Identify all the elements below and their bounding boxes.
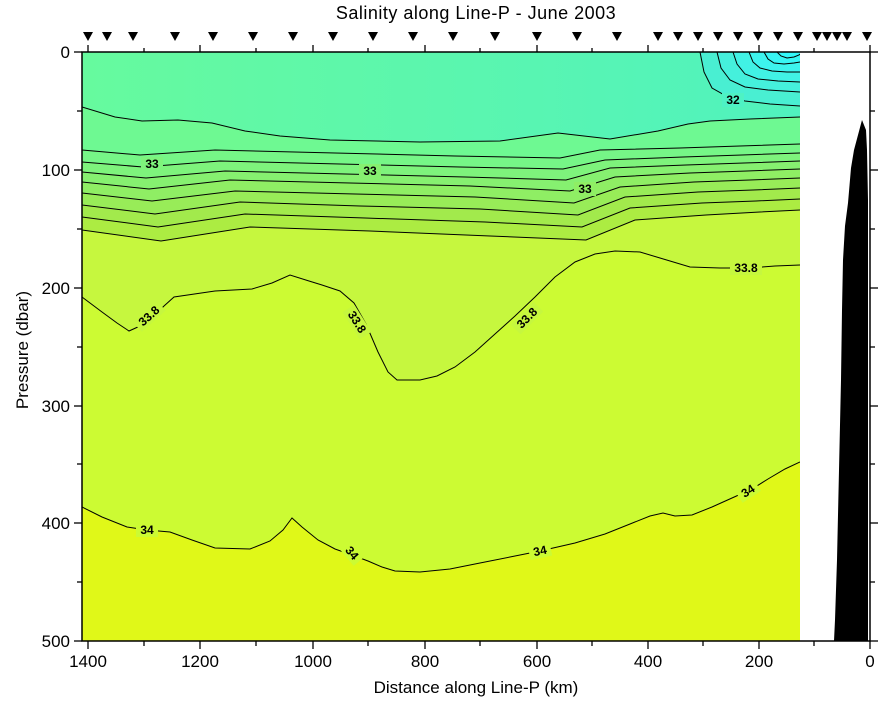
contour-line — [82, 143, 800, 159]
svg-text:33.8: 33.8 — [734, 261, 758, 275]
contour-line — [82, 106, 800, 143]
contour-label: 33.8 — [730, 261, 762, 275]
station-marker-icon — [812, 32, 822, 41]
station-marker-icon — [83, 32, 93, 41]
contour-label: 34 — [734, 479, 762, 503]
contour-line — [82, 177, 800, 204]
station-marker-icon — [713, 32, 723, 41]
contour-label: 33 — [141, 157, 163, 171]
station-marker-icon — [673, 32, 683, 41]
station-marker-icon — [328, 32, 338, 41]
svg-text:32: 32 — [726, 93, 740, 107]
contour-line — [716, 52, 800, 93]
station-marker-icon — [842, 32, 852, 41]
station-marker-icon — [248, 32, 258, 41]
x-tick-label: 1000 — [294, 652, 332, 671]
station-marker-icon — [170, 32, 180, 41]
station-marker-icon — [128, 32, 138, 41]
contour-line — [82, 168, 800, 192]
svg-text:33: 33 — [145, 157, 159, 171]
contour-line — [776, 52, 800, 59]
station-marker-icon — [408, 32, 418, 41]
x-tick-label: 400 — [634, 652, 662, 671]
y-tick-label: 100 — [42, 161, 70, 180]
contour-line — [748, 52, 800, 73]
station-marker-icon — [288, 32, 298, 41]
station-marker-icon — [490, 32, 500, 41]
contour-line — [82, 152, 800, 170]
station-marker-icon — [753, 32, 763, 41]
svg-text:34: 34 — [140, 523, 154, 537]
station-marker-icon — [822, 32, 832, 41]
station-marker-icon — [653, 32, 663, 41]
contour-line — [82, 461, 800, 573]
y-tick-label: 500 — [42, 632, 70, 651]
y-tick-label: 0 — [61, 43, 70, 62]
station-marker-icon — [773, 32, 783, 41]
station-marker-icon — [532, 32, 542, 41]
contour-label: 33 — [574, 182, 596, 196]
svg-text:33: 33 — [578, 182, 592, 196]
x-axis-label: Distance along Line-P (km) — [373, 678, 579, 697]
svg-text:34: 34 — [532, 543, 548, 560]
contour-label: 34 — [136, 523, 158, 537]
contour-line — [82, 198, 800, 228]
salinity-band-fill — [82, 462, 800, 641]
y-tick-label: 300 — [42, 397, 70, 416]
station-marker-icon — [448, 32, 458, 41]
station-marker-icon — [368, 32, 378, 41]
y-tick-label: 400 — [42, 514, 70, 533]
station-marker-icon — [102, 32, 112, 41]
contour-line — [82, 160, 800, 181]
contour-label: 33 — [359, 164, 381, 178]
contour-label: 34 — [527, 541, 553, 561]
y-tick-label: 200 — [42, 279, 70, 298]
station-marker-icon — [832, 32, 842, 41]
station-marker-icon — [572, 32, 582, 41]
contour-line — [82, 250, 800, 381]
x-tick-label: 600 — [523, 652, 551, 671]
contour-label: 34 — [339, 540, 365, 566]
land-silhouette — [834, 120, 868, 641]
x-tick-label: 1400 — [69, 652, 107, 671]
station-marker-icon — [793, 32, 803, 41]
chart-title: Salinity along Line-P - June 2003 — [335, 3, 617, 23]
svg-text:33: 33 — [363, 164, 377, 178]
station-marker-icon — [612, 32, 622, 41]
x-tick-label: 200 — [745, 652, 773, 671]
station-marker-icon — [693, 32, 703, 41]
x-tick-label: 800 — [411, 652, 439, 671]
contour-line — [82, 187, 800, 216]
x-tick-label: 1200 — [181, 652, 219, 671]
station-marker-icon — [733, 32, 743, 41]
contour-line — [732, 52, 800, 83]
x-tick-label: 0 — [865, 652, 874, 671]
contour-line — [82, 209, 800, 242]
contour-label: 32 — [722, 93, 744, 107]
station-marker-icon — [862, 32, 872, 41]
station-marker-icon — [208, 32, 218, 41]
contour-line — [763, 52, 800, 65]
